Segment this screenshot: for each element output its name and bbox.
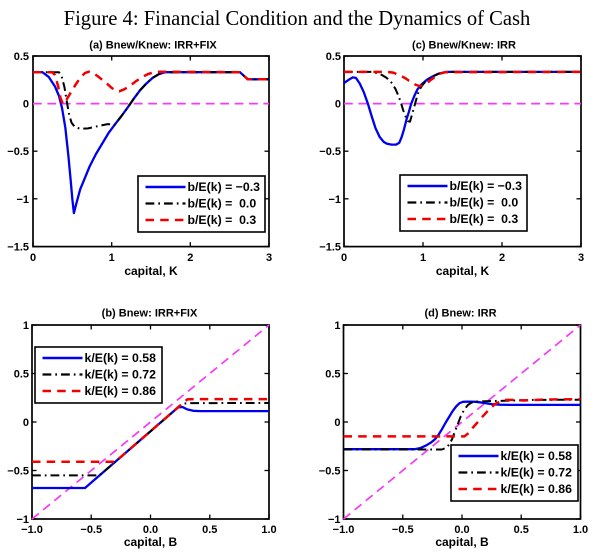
svg-text:capital, B: capital, B (435, 535, 489, 549)
svg-text:k/E(k) = 0.86: k/E(k) = 0.86 (501, 482, 573, 496)
svg-text:0: 0 (341, 252, 347, 264)
svg-text:0.5: 0.5 (14, 51, 29, 63)
svg-text:3: 3 (578, 252, 584, 264)
svg-text:(a) Bnew/Knew: IRR+FIX: (a) Bnew/Knew: IRR+FIX (89, 40, 217, 52)
svg-text:capital, K: capital, K (124, 264, 178, 278)
svg-text:k/E(k) = 0.58: k/E(k) = 0.58 (85, 351, 157, 365)
svg-text:capital, K: capital, K (436, 264, 490, 278)
svg-text:b/E(k) = −0.3: b/E(k) = −0.3 (450, 179, 523, 193)
svg-text:0.5: 0.5 (202, 524, 217, 536)
svg-text:0.5: 0.5 (514, 524, 529, 536)
svg-text:b/E(k) = 0.3: b/E(k) = 0.3 (450, 212, 519, 226)
svg-text:−0.5: −0.5 (7, 146, 29, 158)
svg-text:k/E(k) = 0.72: k/E(k) = 0.72 (501, 466, 573, 480)
svg-text:k/E(k) = 0.72: k/E(k) = 0.72 (85, 368, 157, 382)
svg-text:−0.5: −0.5 (392, 524, 414, 536)
svg-text:1: 1 (109, 252, 115, 264)
svg-text:0: 0 (334, 417, 340, 429)
svg-text:−1.5: −1.5 (319, 241, 341, 253)
svg-text:1: 1 (420, 252, 426, 264)
svg-text:0: 0 (30, 252, 36, 264)
svg-text:−1.0: −1.0 (333, 524, 355, 536)
svg-text:1.0: 1.0 (261, 524, 276, 536)
svg-text:b/E(k) = 0.3: b/E(k) = 0.3 (188, 213, 257, 227)
svg-text:0: 0 (23, 417, 29, 429)
svg-text:0.0: 0.0 (454, 524, 469, 536)
svg-text:1: 1 (23, 320, 29, 332)
svg-text:−1: −1 (16, 194, 29, 206)
svg-text:−1: −1 (328, 514, 341, 526)
svg-text:0.5: 0.5 (14, 369, 29, 381)
svg-text:−0.5: −0.5 (319, 466, 341, 478)
svg-text:k/E(k) = 0.86: k/E(k) = 0.86 (85, 384, 157, 398)
svg-text:−0.5: −0.5 (80, 524, 102, 536)
svg-text:Figure 4: Financial Condition: Figure 4: Financial Condition and the Dy… (64, 8, 531, 30)
svg-text:−1: −1 (328, 194, 341, 206)
svg-text:0.0: 0.0 (143, 524, 158, 536)
svg-text:−1.5: −1.5 (7, 241, 29, 253)
svg-text:2: 2 (187, 252, 193, 264)
svg-text:k/E(k) = 0.58: k/E(k) = 0.58 (501, 449, 573, 463)
svg-text:0: 0 (335, 99, 341, 111)
svg-text:b/E(k) = 0.0: b/E(k) = 0.0 (450, 196, 519, 210)
svg-text:−1.0: −1.0 (21, 524, 43, 536)
svg-text:(c) Bnew/Knew: IRR: (c) Bnew/Knew: IRR (412, 40, 516, 52)
svg-text:−0.5: −0.5 (319, 146, 341, 158)
svg-text:(d) Bnew: IRR: (d) Bnew: IRR (424, 308, 496, 320)
svg-text:b/E(k) = 0.0: b/E(k) = 0.0 (188, 197, 257, 211)
svg-text:−1: −1 (16, 514, 29, 526)
svg-text:1.0: 1.0 (573, 524, 588, 536)
svg-text:b/E(k) = −0.3: b/E(k) = −0.3 (188, 180, 261, 194)
svg-text:(b) Bnew: IRR+FIX: (b) Bnew: IRR+FIX (102, 308, 198, 320)
svg-text:0: 0 (23, 99, 29, 111)
svg-text:capital, B: capital, B (124, 535, 178, 549)
svg-text:0.5: 0.5 (325, 369, 340, 381)
svg-text:1: 1 (334, 320, 340, 332)
svg-text:−0.5: −0.5 (7, 466, 29, 478)
svg-text:0.5: 0.5 (326, 51, 341, 63)
svg-text:3: 3 (266, 252, 272, 264)
svg-text:2: 2 (499, 252, 505, 264)
